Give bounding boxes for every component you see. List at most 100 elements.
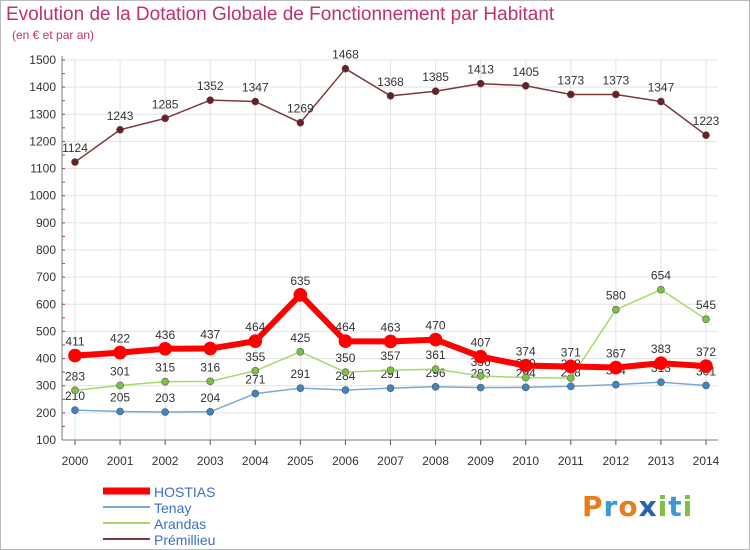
data-label: 407	[471, 336, 491, 350]
proxiti-logo: Proxiti	[582, 490, 693, 523]
data-label: 436	[155, 328, 175, 342]
data-point	[521, 383, 530, 392]
data-label: 374	[516, 345, 536, 359]
data-point	[251, 389, 260, 398]
data-point	[431, 382, 440, 391]
data-point	[116, 125, 124, 134]
data-point	[296, 384, 305, 392]
data-point	[296, 118, 305, 127]
data-label: 470	[426, 319, 446, 333]
data-label: 1285	[152, 97, 179, 111]
logo-letter: r	[603, 490, 619, 523]
data-label: 350	[335, 351, 355, 365]
data-point	[116, 407, 124, 416]
data-point	[612, 305, 620, 314]
data-label: 425	[290, 331, 310, 345]
y-tick-label: 900	[36, 216, 56, 230]
data-point	[476, 383, 485, 392]
data-point	[206, 407, 215, 416]
data-point	[386, 366, 395, 375]
data-label: 372	[696, 345, 716, 359]
data-point	[473, 349, 488, 364]
x-tick-label: 2003	[197, 454, 224, 468]
data-point	[341, 64, 350, 73]
x-tick-label: 2005	[287, 454, 314, 468]
data-point	[386, 384, 395, 392]
data-label: 210	[65, 389, 85, 403]
data-label: 1347	[242, 81, 269, 95]
legend-label: Tenay	[154, 500, 191, 516]
y-tick-label: 1200	[29, 134, 56, 148]
data-point	[654, 356, 668, 370]
data-label: 203	[155, 391, 175, 405]
y-tick-label: 800	[36, 243, 56, 257]
data-point	[431, 87, 440, 96]
data-label: 1243	[107, 109, 134, 123]
data-label: 422	[110, 332, 130, 346]
data-label: 367	[606, 347, 626, 361]
data-point	[341, 386, 350, 394]
data-label: 464	[245, 320, 265, 334]
data-point	[206, 377, 215, 386]
x-tick-label: 2011	[558, 454, 584, 468]
data-point	[612, 380, 620, 389]
data-label: 411	[65, 335, 84, 349]
x-tick-label: 2000	[62, 454, 89, 468]
data-label: 1352	[197, 79, 224, 93]
data-point	[699, 359, 713, 373]
data-point	[657, 97, 665, 106]
legend-label: Arandas	[154, 516, 206, 532]
data-label: 316	[200, 360, 220, 374]
y-tick-label: 100	[36, 433, 56, 447]
data-label: 1413	[467, 63, 494, 77]
y-tick-label: 600	[36, 297, 56, 311]
data-point	[248, 334, 263, 349]
data-point	[161, 408, 169, 416]
x-tick-label: 2004	[242, 454, 269, 468]
data-point	[68, 348, 82, 363]
data-label: 463	[380, 320, 400, 334]
data-label: 1269	[287, 102, 314, 116]
x-tick-label: 2014	[693, 454, 720, 468]
data-label: 654	[651, 269, 671, 283]
y-tick-label: 400	[36, 352, 56, 366]
data-label: 1405	[512, 65, 539, 79]
data-point	[702, 381, 710, 390]
data-label: 315	[155, 361, 175, 375]
data-point	[71, 386, 79, 395]
data-point	[476, 79, 485, 88]
data-point	[428, 332, 443, 347]
y-tick-label: 500	[36, 324, 56, 338]
data-label: 635	[290, 274, 310, 288]
data-label: 357	[380, 349, 400, 363]
data-label: 291	[290, 367, 310, 381]
data-label: 1368	[377, 75, 404, 89]
data-point	[296, 347, 305, 356]
data-point	[566, 374, 575, 382]
data-point	[563, 359, 578, 374]
data-point	[203, 341, 218, 356]
data-point	[71, 406, 79, 414]
data-label: 371	[561, 345, 581, 359]
data-point	[116, 381, 124, 390]
data-point	[609, 360, 623, 375]
data-point	[293, 287, 308, 302]
y-tick-label: 1400	[29, 80, 56, 94]
data-point	[71, 158, 79, 166]
data-point	[521, 373, 530, 382]
data-label: 1373	[557, 73, 584, 87]
data-point	[518, 358, 533, 373]
data-point	[113, 345, 127, 360]
y-tick-label: 1300	[29, 107, 56, 121]
data-label: 271	[245, 373, 265, 387]
data-point	[161, 114, 169, 123]
logo-letter: P	[582, 490, 604, 523]
data-point	[566, 90, 575, 99]
legend-label: HOSTIAS	[154, 484, 215, 500]
data-point	[383, 334, 398, 349]
x-tick-label: 2002	[152, 454, 179, 468]
y-tick-label: 300	[36, 379, 56, 393]
data-label: 301	[110, 364, 130, 378]
data-point	[476, 372, 485, 380]
data-label: 545	[696, 298, 716, 312]
